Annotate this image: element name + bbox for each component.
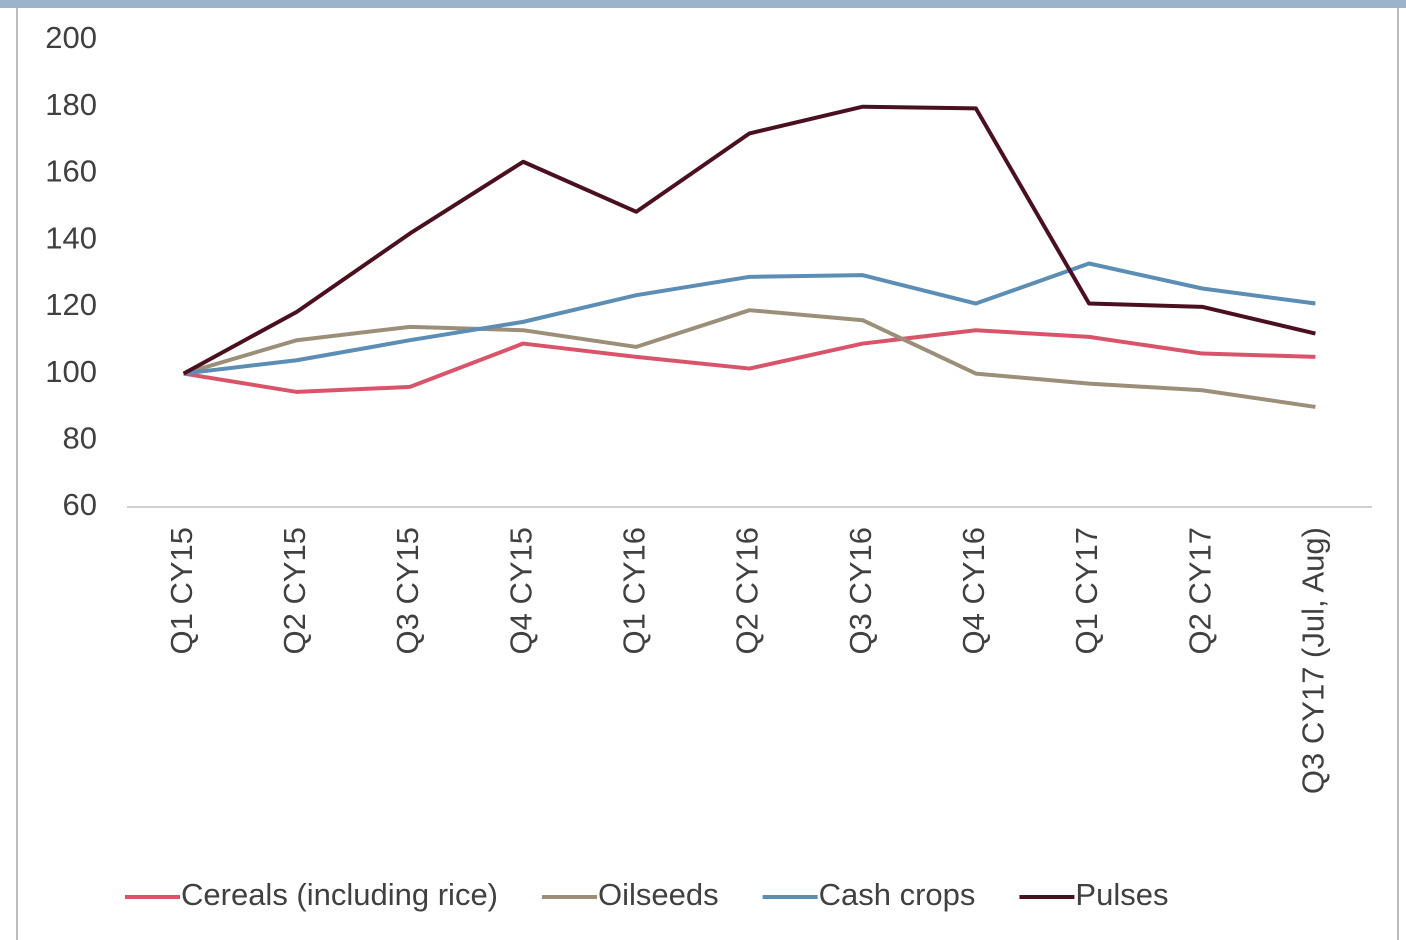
series-line xyxy=(183,308,1316,409)
x-tick-label: Q2 CY15 xyxy=(277,527,312,655)
y-tick-label: 100 xyxy=(45,354,97,389)
legend-label: Pulses xyxy=(1075,877,1168,912)
x-tick-label: Q2 CY16 xyxy=(730,527,765,655)
x-tick-label: Q4 CY15 xyxy=(503,527,538,655)
x-tick-label: Q3 CY16 xyxy=(843,527,878,655)
x-tick-label: Q2 CY17 xyxy=(1182,527,1217,655)
x-tick-label: Q1 CY17 xyxy=(1069,527,1104,655)
x-tick-label: Q3 CY17 (Jul, Aug) xyxy=(1296,527,1331,794)
series-line xyxy=(183,328,1316,394)
y-tick-label: 80 xyxy=(63,420,97,455)
series-line xyxy=(182,104,1316,376)
legend-label: Oilseeds xyxy=(598,877,719,912)
y-tick-label: 160 xyxy=(45,154,97,189)
series-line xyxy=(183,261,1316,376)
legend-label: Cereals (including rice) xyxy=(181,877,498,912)
y-tick-label: 120 xyxy=(45,287,97,322)
x-tick-label: Q1 CY16 xyxy=(617,527,652,655)
legend-label: Cash crops xyxy=(819,877,976,912)
x-tick-label: Q3 CY15 xyxy=(390,527,425,655)
x-tick-label: Q1 CY15 xyxy=(164,527,199,655)
x-tick-label: Q4 CY16 xyxy=(956,527,991,655)
top-bar xyxy=(0,0,1406,8)
y-tick-label: 60 xyxy=(63,487,97,522)
y-tick-label: 140 xyxy=(45,220,97,255)
y-tick-label: 180 xyxy=(45,87,97,122)
y-tick-label: 200 xyxy=(45,20,97,55)
